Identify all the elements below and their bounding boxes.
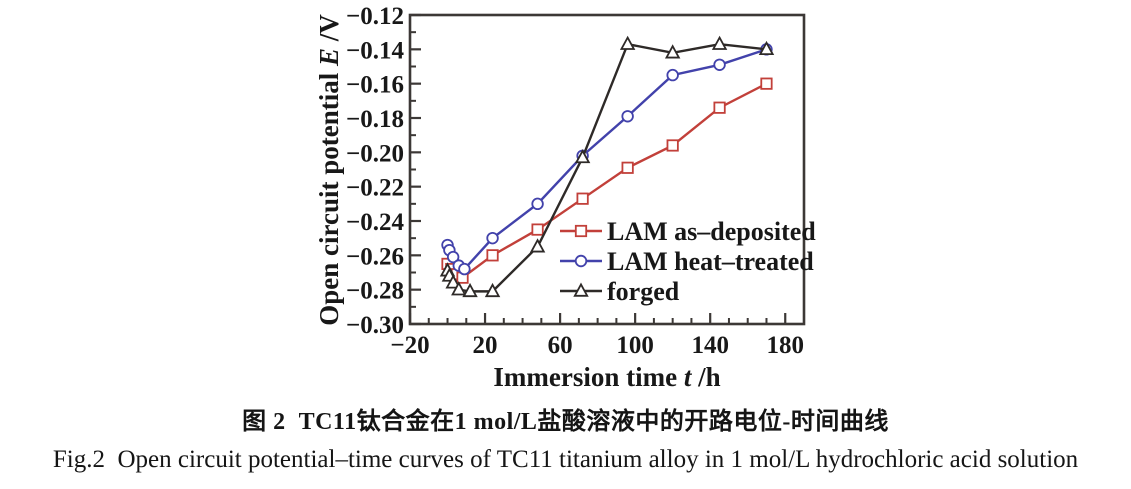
open-circuit-potential-chart: −20 20 60 100 140 180 −0.12 −0.14 −0.16 −0.18 −0.2… <box>314 3 816 392</box>
legend-label: LAM as–deposited <box>607 217 816 246</box>
y-tick-label: −0.30 <box>346 312 404 339</box>
y-tick-label: −0.24 <box>346 209 404 236</box>
x-axis: −20 20 60 100 140 180 <box>390 313 805 359</box>
y-tick-label: −0.14 <box>346 37 404 64</box>
y-axis-label: Open circuit potential E /V <box>314 14 344 326</box>
x-tick-label: 140 <box>691 332 729 359</box>
x-tick-label: 20 <box>473 332 498 359</box>
legend-label: forged <box>607 277 680 306</box>
plot-frame <box>408 13 806 326</box>
x-tick-label: −20 <box>390 332 429 359</box>
x-tick-label: 60 <box>548 332 573 359</box>
x-axis-label: Immersion time t /h <box>493 362 720 392</box>
y-tick-label: −0.22 <box>346 175 404 202</box>
caption-english: Fig.2 Open circuit potential–time curves… <box>52 446 1079 473</box>
legend-item-1: LAM as–deposited <box>560 217 816 246</box>
y-tick-label: −0.26 <box>346 243 404 270</box>
series-forged <box>439 35 775 298</box>
y-tick-label: −0.28 <box>346 278 404 305</box>
y-tick-label: −0.18 <box>346 106 404 133</box>
legend-item-3: forged <box>560 277 680 306</box>
x-tick-label: 180 <box>766 332 804 359</box>
y-tick-label: −0.20 <box>346 140 404 167</box>
x-tick-label: 100 <box>616 332 654 359</box>
y-tick-label: −0.16 <box>346 72 404 99</box>
y-axis: −0.12 −0.14 −0.16 −0.18 −0.20 −0.22 −0.24 −0.26… <box>346 3 421 339</box>
legend-item-2: LAM heat–treated <box>560 247 814 276</box>
series-lam-as-deposited <box>441 77 773 284</box>
y-tick-label: −0.12 <box>346 3 404 30</box>
caption-chinese: 图 2 TC11钛合金在1 mol/L盐酸溶液中的开路电位-时间曲线 <box>242 409 889 435</box>
legend-label: LAM heat–treated <box>607 247 814 276</box>
